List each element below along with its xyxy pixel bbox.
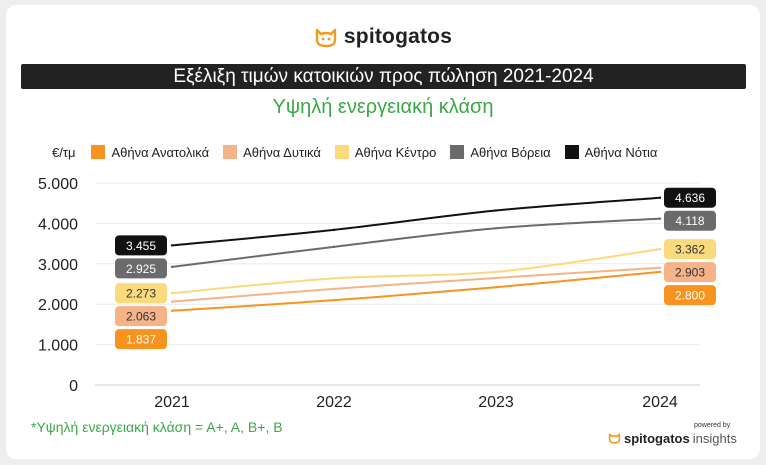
legend-item: Αθήνα Βόρεια (450, 144, 551, 160)
brand-header: spitogatos (0, 22, 766, 52)
legend-swatch (564, 145, 579, 159)
data-point (332, 228, 336, 232)
y-tick-label: 1.000 (38, 338, 78, 355)
data-point (658, 217, 662, 220)
footer-brand: spitogatos (624, 430, 690, 446)
legend-item: Αθήνα Κέντρο (334, 144, 437, 160)
data-label-box (664, 187, 716, 208)
data-label: 4.118 (675, 214, 704, 228)
legend-item: Αθήνα Ανατολικά (91, 145, 209, 160)
legend-label: Αθήνα Ανατολικά (111, 144, 210, 160)
data-point (494, 270, 498, 274)
data-label-box (664, 239, 716, 260)
legend-unit: €/τμ (52, 144, 76, 160)
footer-insights: insights (692, 430, 737, 446)
data-point (170, 265, 174, 269)
legend-swatch (223, 145, 238, 159)
brand-logo-text: spitogatos (343, 25, 453, 48)
data-point (658, 266, 662, 269)
y-tick-label: 3.000 (38, 257, 78, 274)
legend-label: Αθήνα Βόρεια (470, 144, 551, 160)
data-label: 2.903 (675, 266, 705, 280)
data-label: 2.925 (126, 262, 156, 276)
data-label: 2.273 (126, 287, 156, 301)
data-point (658, 196, 662, 199)
data-label-box (664, 285, 716, 306)
data-point (170, 244, 174, 247)
y-tick-label: 4.000 (38, 216, 78, 233)
chart-title: Εξέλιξη τιμών κατοικιών προς πώληση 2021… (21, 64, 746, 89)
legend-label: Αθήνα Δυτικά (243, 144, 321, 160)
legend-swatch (450, 145, 465, 159)
data-point (494, 209, 498, 212)
cat-logo-icon (315, 28, 337, 48)
cat-logo-small-icon (608, 433, 621, 444)
data-label-box (115, 329, 167, 350)
data-label: 3.455 (126, 239, 156, 253)
series-line (171, 217, 661, 268)
legend-item: Αθήνα Δυτικά (223, 145, 321, 160)
data-label: 2.063 (126, 310, 156, 324)
series-line (171, 196, 661, 247)
data-point (658, 270, 662, 274)
legend-label: Αθήνα Κέντρο (354, 144, 437, 160)
data-label: 3.362 (675, 243, 705, 257)
data-point (170, 309, 174, 312)
data-point (332, 287, 336, 291)
data-label: 4.636 (675, 191, 705, 205)
x-tick-label: 2022 (316, 394, 352, 411)
data-label-box (115, 283, 167, 304)
footer-logo: spitogatos insights (608, 430, 737, 446)
x-tick-label: 2024 (642, 394, 678, 411)
data-point (332, 277, 336, 280)
data-point (332, 298, 336, 302)
x-tick-label: 2023 (478, 394, 514, 411)
data-point (332, 245, 336, 249)
data-point (494, 286, 498, 289)
data-point (494, 227, 498, 230)
series-line (171, 266, 661, 303)
legend-swatch (334, 145, 349, 159)
data-label: 2.800 (675, 289, 705, 303)
data-point (658, 247, 662, 251)
legend-item: Αθήνα Νότια (564, 144, 658, 160)
legend: €/τμ Αθήνα Ανατολικά Αθήνα Δυτικά Αθήνα Κέ… (52, 142, 671, 162)
series-line (171, 270, 661, 312)
data-point (170, 300, 174, 303)
y-tick-label: 5.000 (38, 176, 78, 193)
series-line (171, 248, 661, 295)
y-tick-label: 0 (69, 378, 78, 395)
footnote: *Υψηλή ενεργειακή κλάση = Α+, Α, Β+, Β (31, 419, 283, 435)
data-label-box (115, 306, 167, 327)
chart-subtitle: Υψηλή ενεργειακή κλάση (272, 96, 494, 118)
data-point (170, 291, 174, 295)
data-point (494, 276, 498, 280)
data-label: 1.837 (126, 333, 156, 347)
powered-by-label: powered by (694, 422, 731, 429)
legend-label: Αθήνα Νότια (584, 144, 658, 160)
data-label-box (664, 210, 716, 231)
data-label-box (115, 258, 167, 279)
x-tick-label: 2021 (154, 394, 190, 411)
legend-swatch (91, 145, 106, 159)
data-label-box (664, 262, 716, 283)
data-label-box (115, 235, 167, 256)
y-tick-label: 2.000 (38, 297, 78, 314)
